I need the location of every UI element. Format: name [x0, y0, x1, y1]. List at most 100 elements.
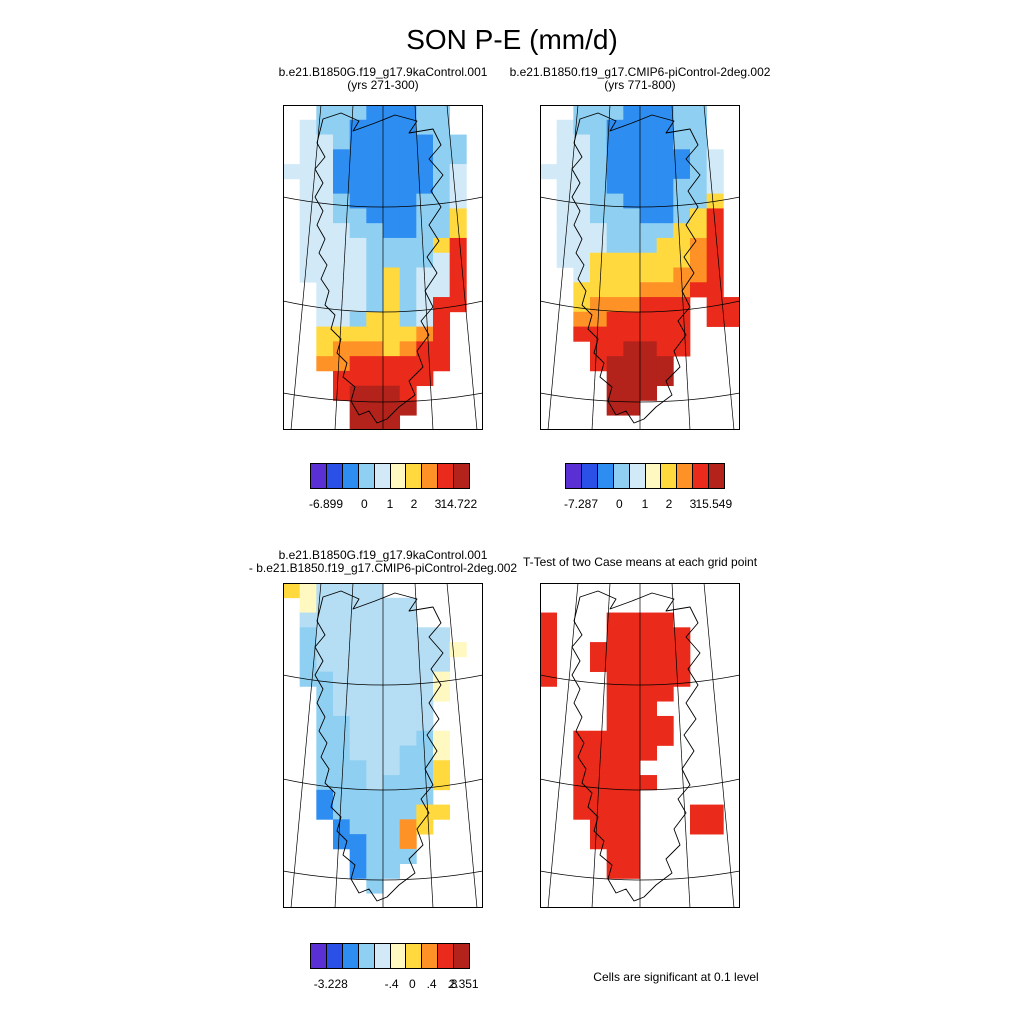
- colorbar-tick-label: 0: [409, 977, 416, 991]
- grid-cell: [349, 237, 367, 254]
- grid-cell: [383, 208, 401, 224]
- grid-cell: [366, 701, 384, 717]
- grid-cell: [540, 627, 558, 643]
- grid-cell: [640, 656, 658, 672]
- colorbar-segment: [358, 464, 375, 488]
- grid-cell: [349, 612, 367, 628]
- grid-cell: [723, 297, 740, 313]
- grid-cell: [383, 356, 401, 372]
- grid-cell: [383, 164, 401, 180]
- grid-cell: [383, 819, 401, 835]
- grid-cell: [656, 178, 674, 194]
- grid-cell: [623, 863, 641, 879]
- grid-cell: [640, 119, 658, 135]
- colorbar-segment: [311, 464, 327, 488]
- grid-cell: [606, 642, 624, 658]
- colorbar-tick-label: -7.287: [563, 497, 599, 511]
- grid-cell: [349, 804, 367, 820]
- grid-cell: [656, 686, 674, 702]
- grid-cell: [606, 370, 624, 387]
- grid-cell: [366, 149, 384, 165]
- grid-cell: [690, 819, 708, 835]
- grid-cell: [623, 164, 641, 180]
- grid-cell: [673, 223, 691, 239]
- grid-cell: [416, 119, 434, 135]
- grid-cell: [399, 370, 417, 387]
- grid-cell: [640, 775, 658, 791]
- grid-cell: [416, 326, 434, 342]
- colorbar-segment: [645, 464, 662, 488]
- grid-cell: [366, 267, 384, 283]
- grid-cell: [383, 804, 401, 820]
- grid-cell: [399, 775, 417, 791]
- grid-cell: [416, 178, 434, 194]
- grid-cell: [416, 686, 434, 702]
- grid-cell: [433, 326, 451, 342]
- grid-cell: [590, 356, 608, 372]
- grid-cell: [399, 223, 417, 239]
- grid-cell: [349, 385, 367, 401]
- grid-cell: [433, 656, 451, 672]
- grid-cell: [656, 326, 674, 342]
- colorbar-tick-label: 3: [434, 497, 442, 511]
- grid-cell: [623, 671, 641, 687]
- grid-cell: [399, 789, 417, 805]
- grid-cell: [606, 400, 624, 416]
- colorbar-case1: -6.899 0 1 2 3 14.722: [309, 463, 477, 511]
- grid-cell: [590, 819, 608, 835]
- grid-cell: [333, 311, 351, 327]
- grid-cell: [299, 208, 317, 224]
- grid-cell: [433, 105, 451, 121]
- colorbar-segment: [454, 464, 470, 488]
- grid-cell: [640, 686, 658, 702]
- grid-cell: [333, 267, 351, 283]
- grid-cell: [316, 789, 334, 805]
- colorbar-segment: [326, 464, 343, 488]
- grid-cell: [673, 297, 691, 313]
- grid-cell: [383, 656, 401, 672]
- grid-cell: [416, 252, 434, 268]
- grid-cell: [656, 208, 674, 224]
- grid-cell: [556, 208, 574, 224]
- grid-cell: [416, 745, 434, 761]
- grid-cell: [673, 193, 691, 209]
- grid-cell: [623, 834, 641, 850]
- grid-cell: [416, 715, 434, 732]
- grid-cell: [299, 656, 317, 672]
- grid-cell: [673, 627, 691, 643]
- grid-cell: [299, 134, 317, 150]
- grid-cell: [383, 400, 401, 416]
- grid-cell: [606, 193, 624, 209]
- colorbar-segment: [406, 464, 423, 488]
- grid-cell: [556, 119, 574, 135]
- grid-cell: [383, 267, 401, 283]
- grid-cell: [590, 149, 608, 165]
- grid-cell: [573, 326, 591, 342]
- grid-cell: [349, 252, 367, 268]
- grid-cell: [399, 834, 417, 850]
- grid-cell: [706, 267, 724, 283]
- grid-cell: [349, 686, 367, 702]
- grid-cell: [690, 252, 708, 268]
- grid-cell: [706, 178, 724, 194]
- grid-cell: [299, 164, 317, 180]
- grid-cell: [366, 385, 384, 401]
- grid-cell: [349, 848, 367, 865]
- grid-cell: [640, 134, 658, 150]
- grid-cell: [333, 804, 351, 820]
- grid-cell: [433, 341, 451, 357]
- grid-cell: [383, 134, 401, 150]
- grid-cell: [706, 149, 724, 165]
- colorbar-tick-label: 2: [410, 497, 418, 511]
- colorbar-segment: [597, 464, 614, 488]
- grid-cell: [556, 223, 574, 239]
- grid-cell: [349, 671, 367, 687]
- grid-cell: [333, 356, 351, 372]
- grid-cell: [366, 834, 384, 850]
- grid-cell: [349, 282, 367, 298]
- grid-cell: [366, 671, 384, 687]
- grid-cell: [640, 326, 658, 342]
- grid-cell: [366, 760, 384, 776]
- grid-cell: [316, 642, 334, 658]
- grid-cell: [623, 326, 641, 342]
